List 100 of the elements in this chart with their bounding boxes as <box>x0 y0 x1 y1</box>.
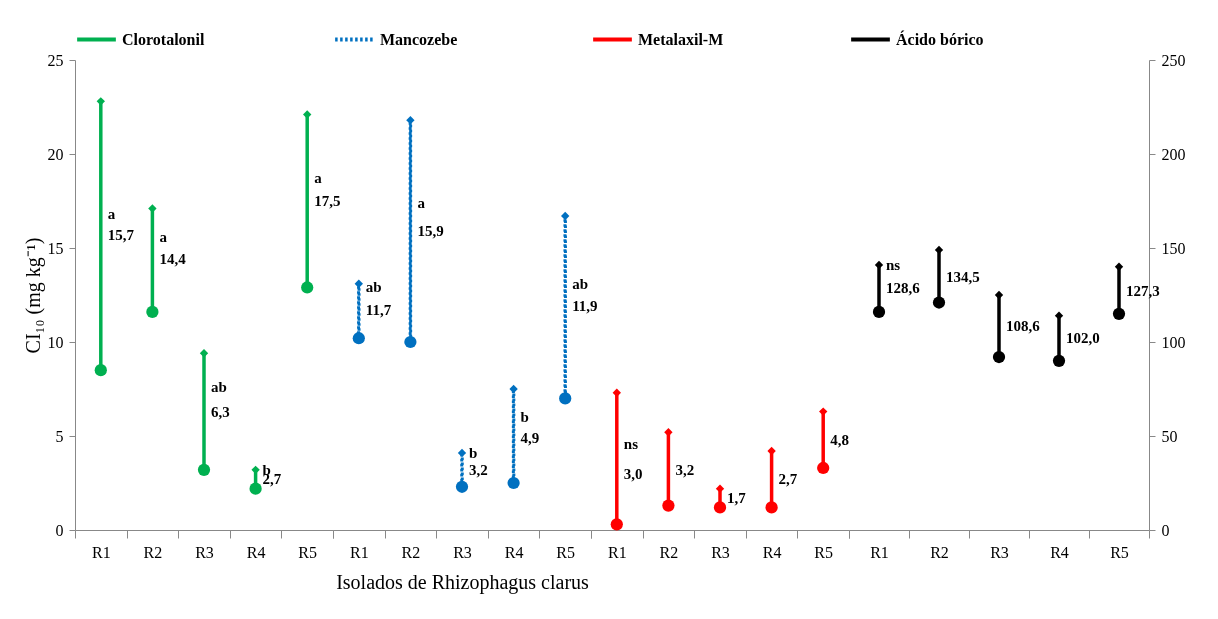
point <box>872 305 886 319</box>
point <box>715 484 725 493</box>
point <box>249 482 262 495</box>
x-tick-label: R1 <box>607 543 627 561</box>
annotation: ab <box>365 279 382 296</box>
legend-label: Ácido bórico <box>896 29 984 48</box>
point <box>610 518 623 531</box>
point <box>199 349 209 358</box>
point <box>146 305 159 319</box>
legend-label: Mancozebe <box>380 30 458 48</box>
annotation: ns <box>623 435 639 452</box>
point <box>455 480 469 493</box>
annotation: 11,7 <box>365 302 392 319</box>
point <box>94 364 107 377</box>
x-tick-label: R3 <box>195 543 214 561</box>
point <box>197 463 211 476</box>
point <box>992 350 1006 364</box>
x-tick-label: R2 <box>401 543 421 561</box>
y-tick-label: 15 <box>47 239 64 257</box>
legend-label: Clorotalonil <box>122 30 205 48</box>
point <box>352 332 365 345</box>
point <box>932 296 946 309</box>
annotation: ab <box>572 275 589 292</box>
point <box>765 501 778 514</box>
annotation: 4,9 <box>520 429 540 446</box>
y-tick-label: 20 <box>47 145 64 163</box>
annotation: 3,2 <box>469 461 488 478</box>
point <box>1114 262 1124 271</box>
y-axis-title: CI₁₀ (mg kg⁻¹) <box>21 237 45 354</box>
point <box>404 335 417 349</box>
y-tick-label: 150 <box>1161 239 1186 257</box>
x-tick-label: R2 <box>143 543 163 561</box>
y-tick-label: 0 <box>1161 521 1170 539</box>
annotation: 102,0 <box>1066 330 1100 347</box>
annotation: 128,6 <box>886 280 921 297</box>
point <box>1052 354 1066 367</box>
annotation: 127,3 <box>1126 282 1160 299</box>
annotation: 3,0 <box>623 465 643 482</box>
x-tick-label: R2 <box>659 543 679 561</box>
y-tick-label: 0 <box>55 521 64 539</box>
point <box>148 204 157 213</box>
y-tick-label: 50 <box>1161 427 1178 445</box>
point <box>457 448 467 458</box>
point <box>819 407 828 416</box>
annotation: 6,3 <box>211 403 230 420</box>
x-tick-label: R3 <box>711 543 730 561</box>
y-tick-label: 10 <box>47 333 64 351</box>
x-tick-label: R4 <box>762 543 782 561</box>
point <box>301 281 314 294</box>
point <box>303 110 312 119</box>
point <box>507 476 520 490</box>
x-tick-label: R5 <box>1110 543 1129 561</box>
x-tick-label: R1 <box>870 543 889 561</box>
annotation: a <box>159 228 168 245</box>
point <box>354 279 363 288</box>
x-tick-label: R1 <box>91 543 111 561</box>
annotation: 11,9 <box>572 298 598 315</box>
x-tick-label: R5 <box>298 543 318 561</box>
x-tick-label: R4 <box>504 543 524 561</box>
x-tick-label: R5 <box>814 543 834 561</box>
x-tick-label: R5 <box>556 543 576 561</box>
annotation: ns <box>886 256 901 273</box>
x-tick-label: R2 <box>930 543 949 561</box>
point <box>612 388 621 397</box>
annotation: 108,6 <box>1006 317 1041 334</box>
annotation: b <box>520 409 529 426</box>
point <box>559 392 572 405</box>
point <box>1112 307 1126 320</box>
point <box>509 384 518 394</box>
x-tick-label: R3 <box>990 543 1009 561</box>
y-tick-label: 100 <box>1161 333 1186 351</box>
annotation: a <box>107 206 116 223</box>
point <box>662 499 675 512</box>
y-tick-label: 200 <box>1161 145 1186 163</box>
annotation: 1,7 <box>727 490 747 507</box>
annotation: 15,9 <box>417 223 444 240</box>
x-tick-label: R4 <box>1050 543 1069 561</box>
annotation: 134,5 <box>946 269 980 286</box>
legend-label: Metalaxil-M <box>638 30 724 48</box>
point <box>817 461 830 475</box>
y-tick-label: 25 <box>47 51 64 69</box>
annotation: 2,7 <box>778 471 798 488</box>
annotation: ab <box>211 379 227 396</box>
point <box>406 115 415 125</box>
x-tick-label: R4 <box>246 543 266 561</box>
x-tick-label: R3 <box>453 543 472 561</box>
x-axis-title: Isolados de Rhizophagus clarus <box>336 570 590 594</box>
x-tick-label: R1 <box>349 543 369 561</box>
annotation: 15,7 <box>107 226 135 243</box>
annotation: a <box>314 170 323 187</box>
y-tick-label: 5 <box>55 427 64 445</box>
annotation: b <box>469 444 478 461</box>
point <box>561 211 570 221</box>
annotation: 17,5 <box>314 193 341 209</box>
annotation: 3,2 <box>675 461 695 478</box>
y-tick-label: 250 <box>1161 51 1186 69</box>
point <box>713 501 727 514</box>
annotation: 14,4 <box>159 251 187 268</box>
annotation: 4,8 <box>830 431 849 448</box>
annotation: a <box>417 194 426 211</box>
